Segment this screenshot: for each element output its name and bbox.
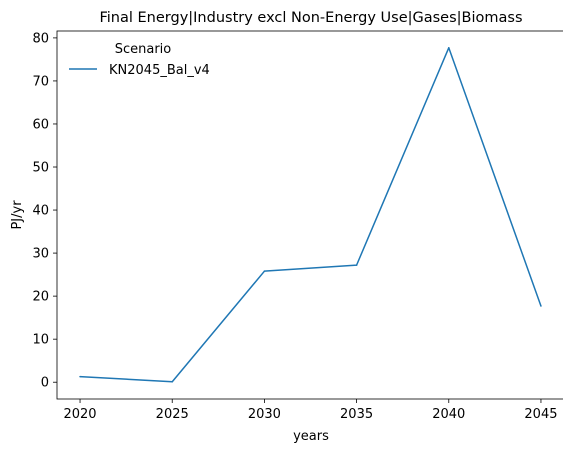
data-point [171, 381, 173, 383]
x-tick-label: 2045 [524, 407, 557, 422]
plot-frame [56, 30, 563, 400]
data-point [79, 375, 81, 378]
data-point [263, 270, 266, 272]
plot-area [56, 30, 563, 400]
x-tick-label: 2035 [340, 407, 373, 422]
y-tick-label: 60 [32, 117, 49, 132]
x-tick-label: 2020 [63, 407, 96, 422]
data-point [540, 305, 542, 307]
x-axis: 2020 2025 2030 2035 2040 2045 [63, 399, 558, 422]
chart-title: Final Energy|Industry excl Non-Energy Us… [99, 10, 522, 26]
y-tick-label: 50 [32, 161, 49, 176]
series-line-0 [80, 47, 542, 383]
x-tick-label: 2030 [248, 407, 281, 422]
x-tick-label: 2025 [156, 407, 189, 422]
legend: Scenario KN2045_Bal_v4 [69, 42, 210, 78]
y-tick-label: 70 [32, 74, 49, 89]
y-tick-label: 80 [32, 31, 49, 46]
data-point [448, 47, 450, 49]
y-tick-label: 40 [32, 204, 49, 219]
series-layer [79, 47, 542, 383]
y-tick-label: 30 [32, 247, 49, 262]
y-tick-label: 0 [41, 376, 49, 391]
x-tick-label: 2040 [432, 407, 465, 422]
y-tick-label: 10 [32, 333, 49, 348]
y-axis: 0 10 20 30 40 50 60 70 80 [32, 31, 57, 391]
y-tick-label: 20 [32, 290, 49, 305]
legend-entry: KN2045_Bal_v4 [109, 63, 210, 78]
y-axis-label: PJ/yr [10, 200, 25, 230]
legend-title: Scenario [115, 42, 172, 57]
data-point [355, 264, 358, 266]
x-axis-label: years [293, 429, 329, 444]
